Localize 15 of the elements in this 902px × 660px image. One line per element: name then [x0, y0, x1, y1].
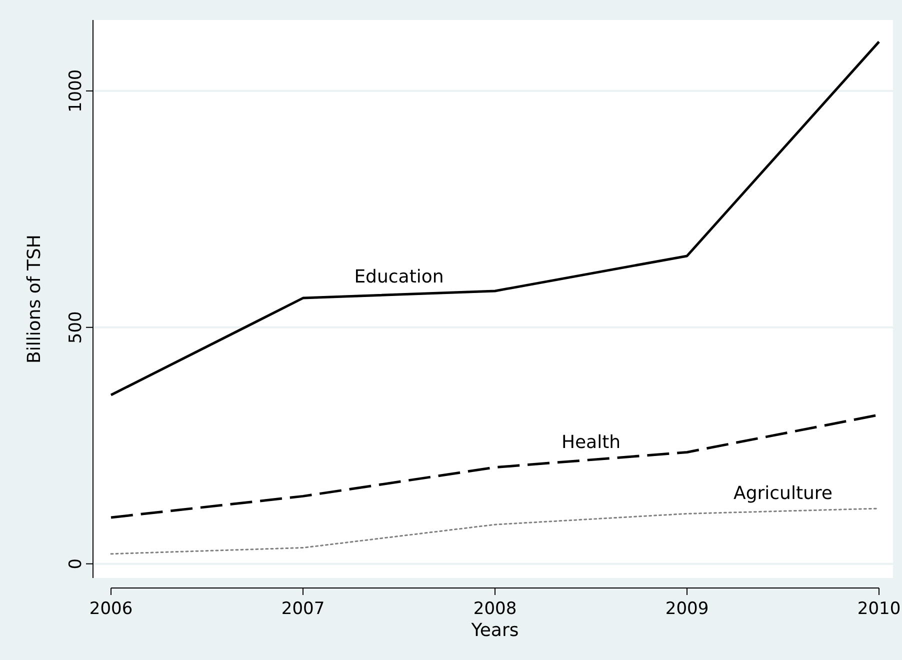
- y-axis-title: Billions of TSH: [24, 234, 45, 364]
- line-series: [110, 40, 880, 396]
- y-tick-label: 500: [66, 311, 86, 344]
- y-tick-label: 0: [66, 558, 86, 570]
- x-tick-label: 2008: [473, 599, 517, 619]
- x-tick-label: 2007: [281, 599, 325, 619]
- x-tick-label: 2010: [857, 599, 901, 619]
- x-tick-label: 2006: [89, 599, 133, 619]
- y-tick-label: 1000: [66, 69, 86, 113]
- x-axis-title: Years: [470, 620, 519, 641]
- x-tick-label: 2009: [665, 599, 709, 619]
- series-label: Agriculture: [734, 483, 832, 504]
- series-label: Health: [561, 432, 621, 453]
- series-label: Education: [354, 266, 444, 288]
- line-series: [110, 508, 880, 555]
